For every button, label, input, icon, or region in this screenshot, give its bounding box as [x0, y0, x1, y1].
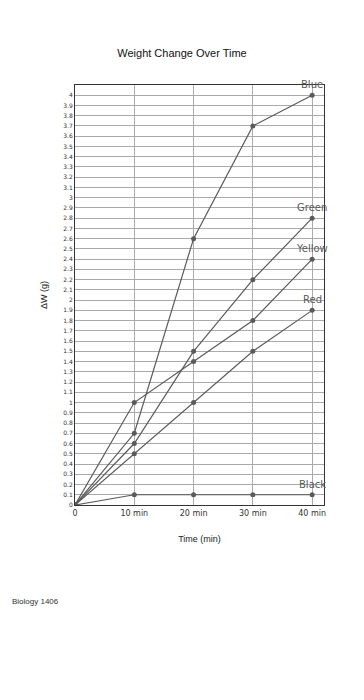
svg-text:3.7: 3.7	[63, 122, 73, 129]
svg-text:1.1: 1.1	[63, 388, 73, 395]
svg-text:1.9: 1.9	[63, 306, 73, 313]
svg-text:2.9: 2.9	[63, 204, 73, 211]
svg-text:2.1: 2.1	[63, 286, 73, 293]
svg-text:Weight Change Over Time: Weight Change Over Time	[117, 47, 246, 59]
svg-text:3.8: 3.8	[63, 112, 73, 119]
svg-text:2.8: 2.8	[63, 214, 73, 221]
svg-text:ΔW (g): ΔW (g)	[39, 281, 49, 309]
svg-text:1.7: 1.7	[63, 327, 73, 334]
svg-text:1.3: 1.3	[63, 368, 73, 375]
svg-text:1.6: 1.6	[63, 337, 73, 344]
svg-text:1: 1	[69, 399, 73, 406]
svg-text:1.4: 1.4	[63, 358, 73, 365]
svg-text:0.4: 0.4	[63, 460, 73, 467]
svg-text:2.3: 2.3	[63, 265, 73, 272]
svg-text:0.9: 0.9	[63, 409, 73, 416]
svg-text:3.6: 3.6	[63, 132, 73, 139]
svg-text:3.5: 3.5	[63, 143, 73, 150]
svg-text:2.4: 2.4	[63, 255, 73, 262]
svg-text:1.8: 1.8	[63, 317, 73, 324]
svg-text:3.3: 3.3	[63, 163, 73, 170]
svg-text:Time (min): Time (min)	[178, 534, 221, 544]
svg-text:30 min: 30 min	[239, 509, 267, 518]
svg-text:0.1: 0.1	[63, 491, 73, 498]
svg-text:Black: Black	[299, 479, 326, 490]
svg-text:0.5: 0.5	[63, 450, 73, 457]
svg-text:20 min: 20 min	[180, 509, 208, 518]
svg-text:Biology 1406: Biology 1406	[12, 597, 59, 606]
svg-text:Red: Red	[303, 294, 322, 305]
svg-text:Blue: Blue	[301, 79, 323, 90]
svg-text:0.7: 0.7	[63, 429, 73, 436]
svg-text:0.2: 0.2	[63, 481, 73, 488]
svg-text:3.9: 3.9	[63, 102, 73, 109]
svg-text:0: 0	[69, 501, 73, 508]
svg-text:0.6: 0.6	[63, 440, 73, 447]
svg-text:3: 3	[69, 194, 73, 201]
svg-text:0: 0	[72, 509, 77, 518]
svg-text:2.7: 2.7	[63, 225, 73, 232]
svg-text:2.2: 2.2	[63, 276, 73, 283]
svg-text:2: 2	[69, 296, 73, 303]
svg-text:1.5: 1.5	[63, 347, 73, 354]
svg-text:Green: Green	[297, 202, 327, 213]
svg-text:0.8: 0.8	[63, 419, 73, 426]
svg-text:0.3: 0.3	[63, 470, 73, 477]
svg-text:10 min: 10 min	[120, 509, 148, 518]
svg-text:40 min: 40 min	[298, 509, 326, 518]
svg-text:4: 4	[69, 91, 73, 98]
svg-text:2.5: 2.5	[63, 245, 73, 252]
svg-text:2.6: 2.6	[63, 235, 73, 242]
svg-text:1.2: 1.2	[63, 378, 73, 385]
svg-text:3.2: 3.2	[63, 173, 73, 180]
svg-text:3.1: 3.1	[63, 184, 73, 191]
svg-text:Yellow: Yellow	[296, 243, 328, 254]
svg-text:3.4: 3.4	[63, 153, 73, 160]
